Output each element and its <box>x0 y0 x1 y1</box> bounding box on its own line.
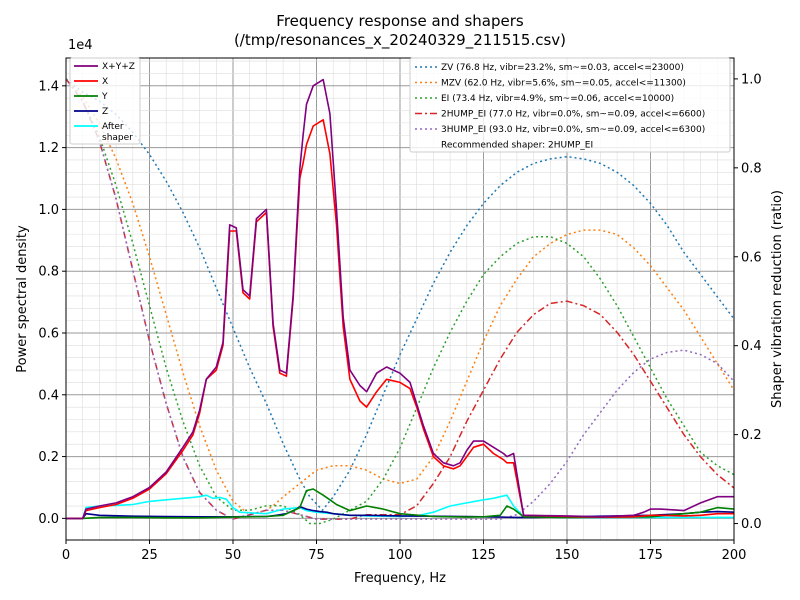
psd-curves <box>66 78 735 520</box>
y-tick-label: 1.2 <box>38 141 59 156</box>
x-tick-label: 175 <box>638 548 663 563</box>
x-tick-label: 100 <box>388 548 413 563</box>
y-axis-label: Power spectral density <box>15 225 30 373</box>
psd-curve-x-y-z <box>66 78 734 520</box>
legend-label: Recommended shaper: 2HUMP_EI <box>441 141 593 151</box>
shaper-curves <box>65 78 735 525</box>
y-tick-label: 0.4 <box>38 388 59 403</box>
y-right-tick-label: 1.0 <box>741 72 762 87</box>
y-right-tick-label: 0.4 <box>741 339 762 354</box>
y-exponent-label: 1e4 <box>68 38 93 53</box>
x-tick-label: 75 <box>308 548 325 563</box>
y-tick-label: 1.0 <box>38 203 59 218</box>
chart-title: Frequency response and shapers <box>276 12 524 30</box>
y-right-tick-label: 0.2 <box>741 428 762 443</box>
legend-label: MZV (62.0 Hz, vibr=5.6%, sm~=0.05, accel… <box>441 79 686 89</box>
psd-legend-box <box>69 57 141 145</box>
y-tick-label: 0.0 <box>38 512 59 527</box>
legend-label: Z <box>102 107 108 117</box>
x-tick-label: 150 <box>555 548 580 563</box>
chart-subtitle: (/tmp/resonances_x_20240329_211515.csv) <box>234 31 566 50</box>
legend-label: X <box>102 77 108 87</box>
x-tick-label: 25 <box>141 548 158 563</box>
legend-label: ZV (76.8 Hz, vibr=23.2%, sm~=0.03, accel… <box>441 63 684 73</box>
legend-label: Y <box>101 92 108 102</box>
legend-label: 3HUMP_EI (93.0 Hz, vibr=0.0%, sm~=0.09, … <box>441 125 705 135</box>
x-axis-label: Frequency, Hz <box>354 571 446 586</box>
legend-label: 2HUMP_EI (77.0 Hz, vibr=0.0%, sm~=0.09, … <box>441 110 705 120</box>
x-tick-label: 50 <box>225 548 242 563</box>
y-tick-label: 0.2 <box>38 450 59 465</box>
x-tick-label: 200 <box>722 548 747 563</box>
legend-label-continued: shaper <box>102 133 133 143</box>
shaper-curve-3hump_ei <box>65 78 735 520</box>
y-right-axis-label: Shaper vibration reduction (ratio) <box>770 190 785 408</box>
legend-label: After <box>102 122 124 132</box>
psd-curve-after-shaper <box>66 494 734 520</box>
y-tick-label: 0.6 <box>38 326 59 341</box>
axis-ticks: 0 25 50 75 100 125 150 175 200 0.0 0.2 0.4 0.6 0.8 1.0… <box>38 72 761 563</box>
y-tick-label: 1.4 <box>38 79 59 94</box>
y-tick-label: 0.8 <box>38 265 59 280</box>
legend-label: X+Y+Z <box>102 62 135 72</box>
y-right-tick-label: 0.0 <box>741 517 762 532</box>
x-tick-label: 0 <box>62 548 70 563</box>
shaper-curve-2hump_ei <box>65 78 735 520</box>
x-tick-label: 125 <box>471 548 496 563</box>
shaper-legend-box <box>409 57 731 153</box>
legend-label: EI (73.4 Hz, vibr=4.9%, sm~=0.06, accel<… <box>441 94 674 104</box>
y-right-tick-label: 0.6 <box>741 250 762 265</box>
y-right-tick-label: 0.8 <box>741 161 762 176</box>
shaper-legend: ZV (76.8 Hz, vibr=23.2%, sm~=0.03, accel… <box>409 57 731 153</box>
psd-curve-y <box>66 488 735 520</box>
